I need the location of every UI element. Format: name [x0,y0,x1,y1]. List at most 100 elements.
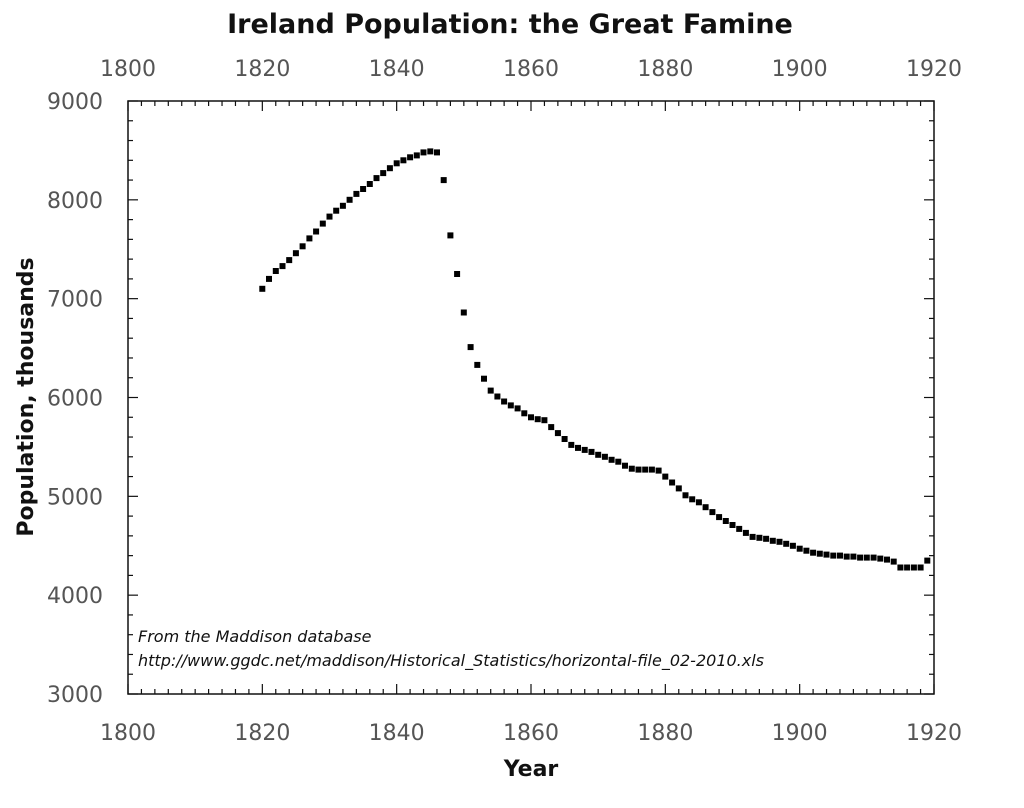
data-point [366,181,373,187]
data-point [460,309,467,316]
data-point [669,479,676,486]
data-point [716,514,723,521]
y-tick-label: 5000 [47,485,103,510]
data-point [548,424,555,431]
data-point [353,190,360,197]
data-point [897,564,904,571]
x-tick-label-bottom: 1920 [906,721,962,746]
data-point [528,414,534,421]
data-point [863,554,870,561]
data-point [890,558,897,565]
data-point [501,398,508,405]
data-point [561,436,568,442]
data-point [581,446,588,453]
data-point [595,451,602,458]
ticks-layer: 1800 1800 1820 1820 1840 1840 1860 1860 1880 1880… [47,57,962,746]
data-point [454,271,461,277]
data-point [675,485,682,492]
x-tick-label-bottom: 1900 [772,721,828,746]
data-point [884,556,890,563]
data-point [601,453,608,460]
data-point [776,538,783,545]
x-axis-label: Year [503,757,559,782]
data-points-layer [259,148,931,571]
data-point [554,430,561,437]
data-point [400,157,407,164]
data-point [729,522,736,528]
data-point [635,466,642,473]
source-annotation-line-2: http://www.ggdc.net/maddison/Historical_… [138,651,764,671]
data-point [575,444,581,451]
data-point [843,553,850,560]
data-point [380,170,387,177]
data-point [742,529,749,536]
data-point [319,220,326,227]
data-point [514,405,521,412]
x-tick-label-top: 1820 [234,57,290,82]
data-point [615,458,622,465]
data-point [789,542,796,549]
data-point [763,535,770,542]
x-tick-label-top: 1840 [369,57,425,82]
x-tick-label-top: 1900 [772,57,828,82]
data-point [420,149,427,156]
data-point [306,235,313,242]
x-tick-label-bottom: 1860 [503,721,559,746]
data-point [440,177,447,184]
source-annotation-line-1: From the Maddison database [138,627,372,646]
y-tick-label: 6000 [47,387,103,412]
x-tick-label-top: 1860 [503,57,559,82]
data-point [769,537,776,544]
data-point [286,257,293,264]
data-point [474,361,481,368]
data-point [655,467,662,474]
data-point [313,228,320,235]
data-point [608,456,615,463]
data-point [910,564,917,571]
y-tick-label: 8000 [47,189,103,214]
data-point [709,509,716,516]
data-point [373,175,380,182]
x-tick-label-top: 1880 [637,57,693,82]
data-point [695,499,702,506]
data-point [393,160,400,167]
data-point [292,250,299,257]
data-point [756,534,763,541]
data-point [830,552,837,559]
data-point [279,263,286,270]
data-point [642,466,649,473]
data-point [568,441,575,448]
plot-frame [127,100,935,695]
data-point [326,213,333,220]
data-point [917,564,924,571]
data-point [648,466,655,473]
y-axis-label: Population, thousands [14,257,39,536]
data-point [487,387,494,394]
data-point [272,268,279,274]
data-point [682,492,689,499]
data-point [810,549,817,556]
data-point [749,533,756,540]
data-point [494,393,501,400]
x-tick-label-bottom: 1820 [234,721,290,746]
data-point [924,557,931,564]
data-point [722,518,729,524]
data-point [837,552,843,559]
data-point [783,540,790,547]
data-point [339,202,346,209]
data-point [346,196,353,203]
data-point [736,525,743,532]
data-point [407,154,414,161]
data-point [702,504,709,511]
y-tick-label: 4000 [47,584,103,609]
data-point [877,555,884,562]
data-point [299,243,306,250]
data-point [857,554,864,561]
x-tick-label-bottom: 1800 [100,721,156,746]
data-point [521,410,528,417]
data-point [534,416,541,423]
data-point [259,285,266,292]
data-point [904,564,911,571]
y-tick-label: 7000 [47,288,103,313]
